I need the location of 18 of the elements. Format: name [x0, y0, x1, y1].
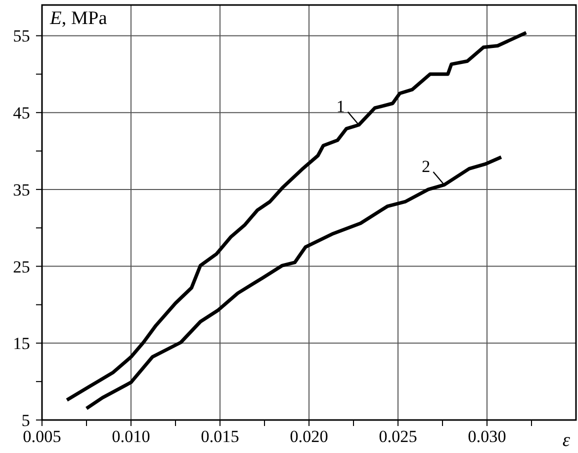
y-tick-label: 35 — [13, 180, 30, 200]
x-tick-label: 0.025 — [378, 427, 418, 446]
line-series — [65, 30, 528, 402]
y-axis-title: E, MPa — [49, 8, 108, 29]
y-tick-label: 15 — [13, 334, 30, 354]
x-axis-title: ε — [562, 430, 570, 451]
x-tick-label: 0.015 — [200, 427, 240, 446]
y-tick-label: 55 — [13, 26, 30, 46]
y-tick-label: 45 — [13, 104, 30, 123]
x-tick-label: 0.005 — [22, 427, 62, 446]
text: 0.020 — [290, 427, 328, 446]
text: 0.010 — [112, 427, 150, 446]
y-tick-label: 25 — [13, 257, 30, 276]
line-series — [84, 155, 503, 410]
y-tick-label: 5 — [22, 411, 30, 430]
series-label: 2 — [422, 156, 430, 176]
series-label: 1 — [336, 96, 345, 116]
text: 0.030 — [468, 427, 506, 446]
